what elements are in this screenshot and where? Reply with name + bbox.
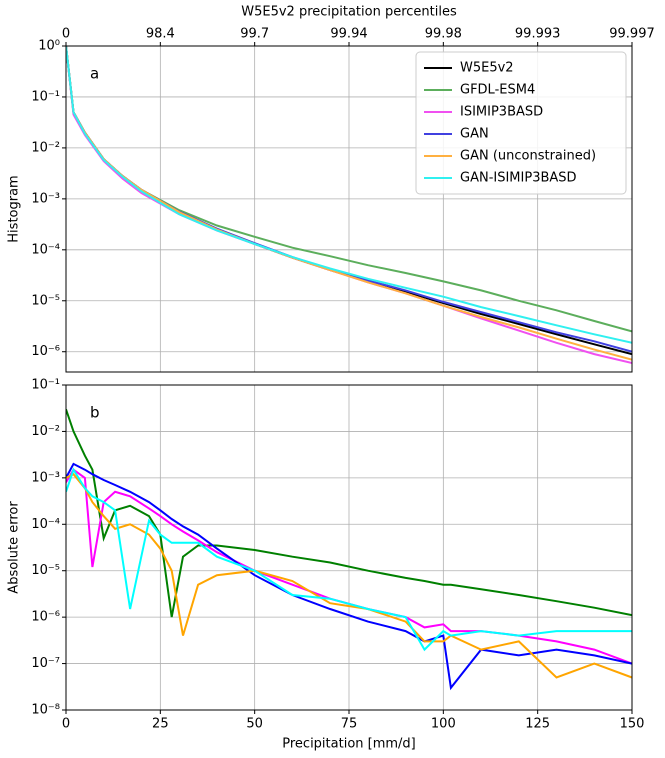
y-tick-label: 10⁻⁴ (31, 517, 60, 532)
y-tick-label: 10⁰ (38, 39, 60, 54)
legend-label: ISIMIP3BASD (460, 105, 543, 120)
series-line (66, 46, 632, 344)
series-line (66, 408, 632, 618)
x-tick-label: 99.7 (240, 27, 269, 42)
x-axis-label: Precipitation [mm/d] (282, 737, 416, 752)
series-line (66, 462, 632, 691)
y-tick-label: 10⁻³ (31, 470, 60, 485)
legend-label: W5E5v2 (460, 61, 514, 76)
panel-label: b (90, 404, 100, 422)
x-tick-label: 0 (62, 717, 70, 732)
x-tick-label: 25 (152, 717, 169, 732)
x-tick-label: 0 (62, 27, 70, 42)
y-tick-label: 10⁻⁶ (31, 610, 60, 625)
y-tick-label: 10⁻³ (31, 191, 60, 206)
y-tick-label: 10⁻² (31, 424, 60, 439)
series-line (66, 467, 632, 652)
legend-label: GAN (460, 127, 489, 142)
x-tick-label: 99.997 (609, 27, 655, 42)
plot-frame (65, 384, 633, 711)
y-tick-label: 10⁻¹ (31, 378, 60, 393)
x-tick-label: 150 (620, 717, 645, 732)
y-axis-label: Histogram (7, 175, 22, 242)
x-tick-label: 99.98 (425, 27, 462, 42)
x-tick-label: 125 (525, 717, 550, 732)
legend-box (415, 51, 627, 195)
x-tick-label: 99.94 (330, 27, 367, 42)
x-tick-label: 99.993 (515, 27, 561, 42)
y-tick-label: 10⁻⁶ (31, 344, 60, 359)
panel-label: a (90, 65, 99, 83)
x-tick-label: 100 (431, 717, 456, 732)
y-tick-label: 10⁻¹ (31, 89, 60, 104)
legend-label: GAN (unconstrained) (460, 149, 596, 164)
y-tick-label: 10⁻⁴ (31, 242, 60, 257)
x2-axis-label: W5E5v2 precipitation percentiles (241, 5, 457, 20)
x-tick-label: 98.4 (146, 27, 175, 42)
y-tick-label: 10⁻⁵ (31, 563, 60, 578)
y-axis-label: Absolute error (7, 501, 22, 594)
x-tick-label: 50 (246, 717, 263, 732)
y-tick-label: 10⁻⁵ (31, 293, 60, 308)
legend-label: GFDL-ESM4 (460, 83, 535, 98)
x-tick-label: 75 (341, 717, 358, 732)
series-line (66, 472, 632, 679)
legend-label: GAN-ISIMIP3BASD (460, 171, 577, 186)
y-tick-label: 10⁻⁸ (31, 703, 60, 718)
plot-frame (65, 45, 633, 373)
y-tick-label: 10⁻² (31, 140, 60, 155)
y-tick-label: 10⁻⁷ (31, 656, 60, 671)
